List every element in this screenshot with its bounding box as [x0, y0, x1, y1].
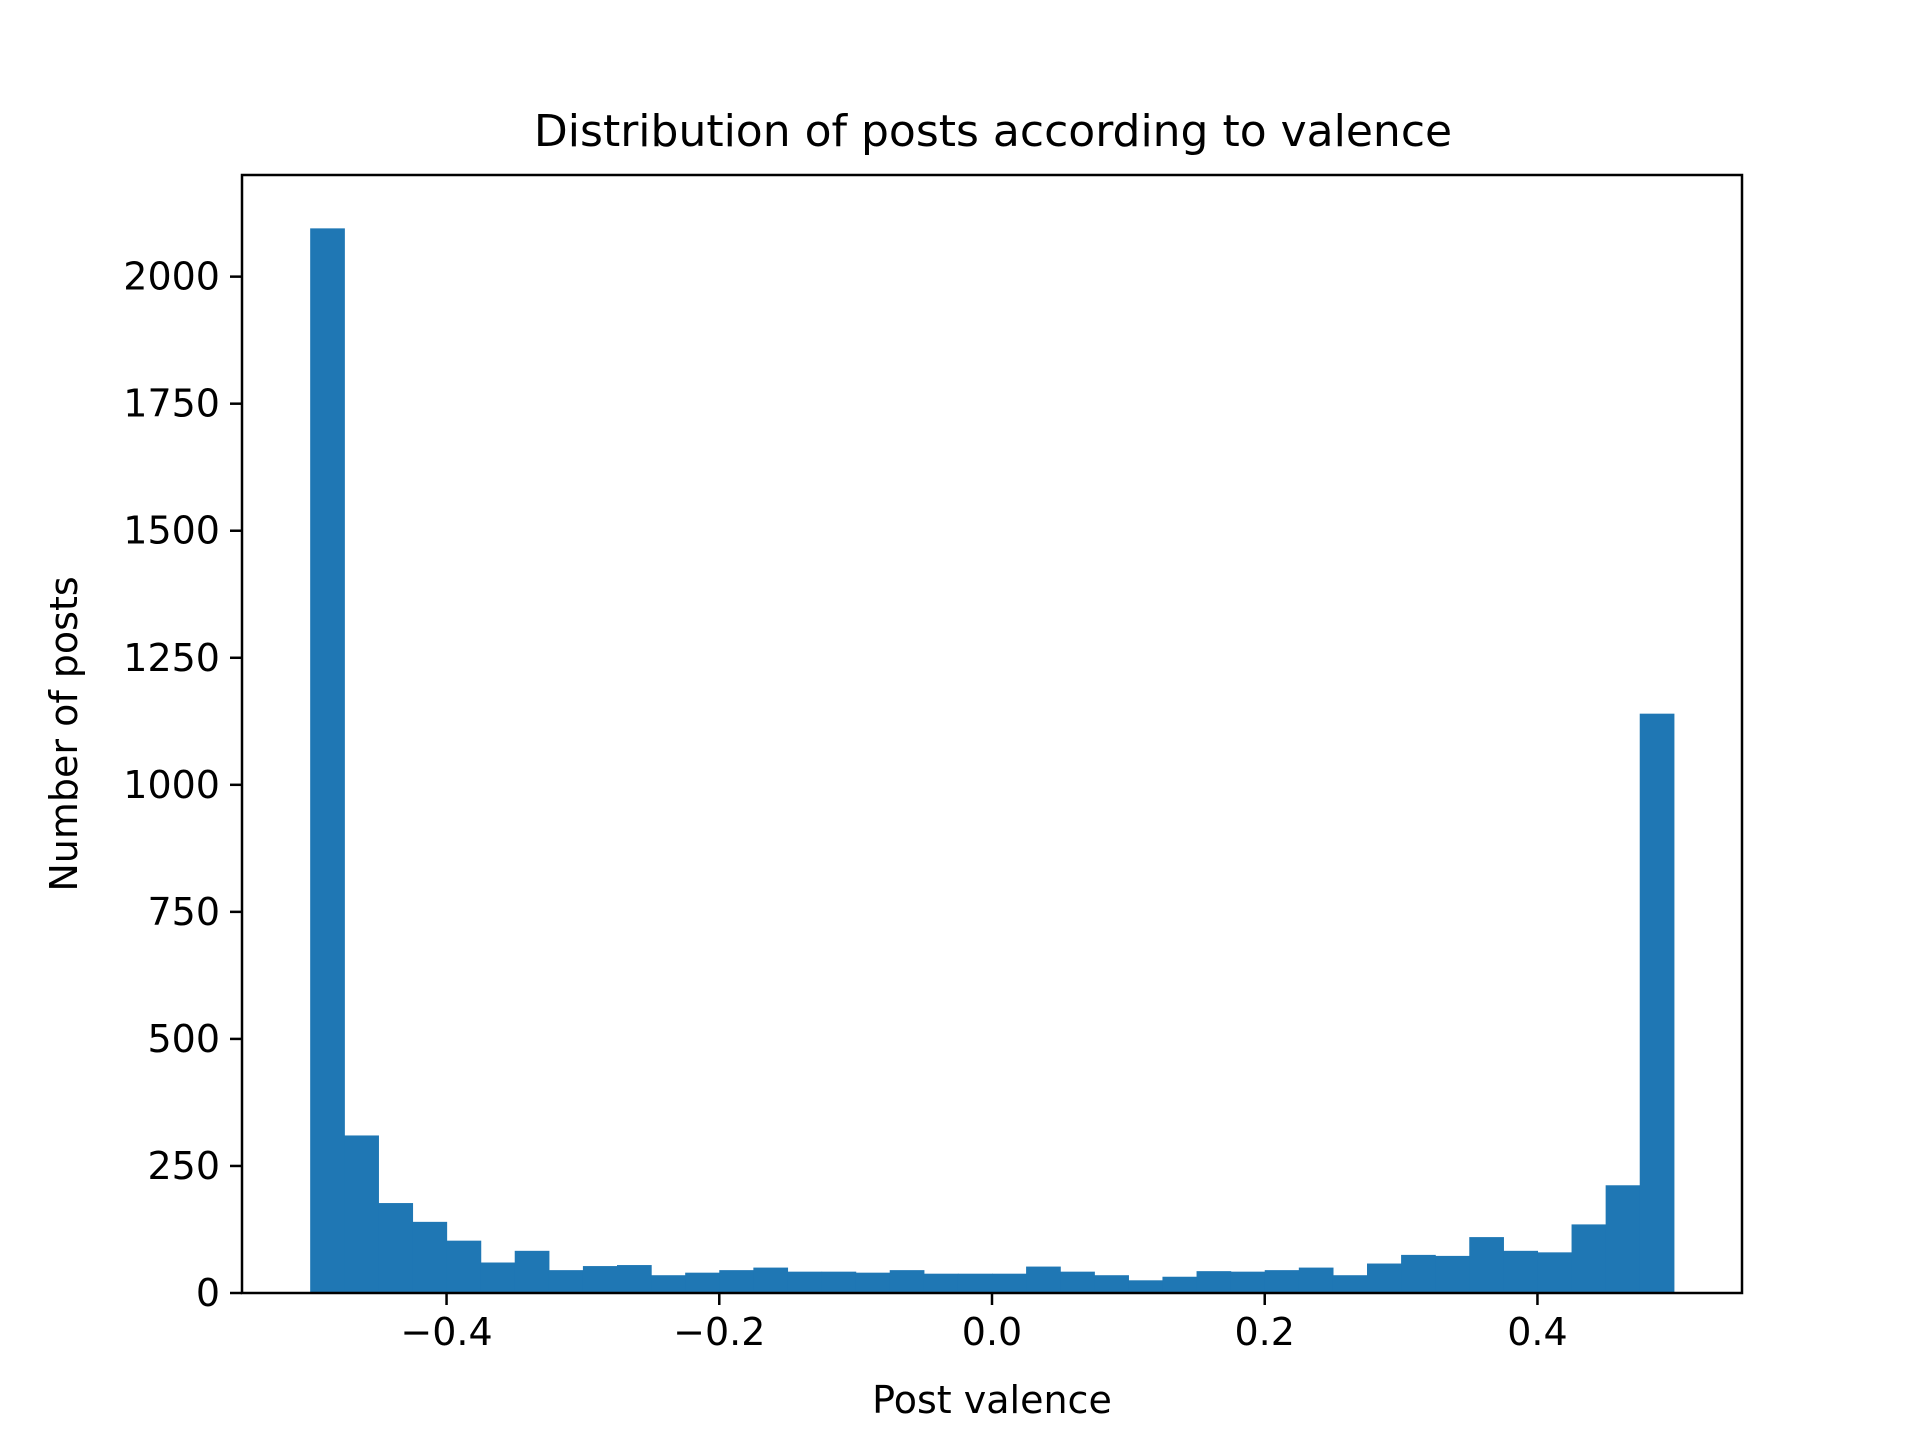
y-tick-label: 2000	[123, 255, 220, 299]
histogram-bar	[992, 1273, 1027, 1293]
histogram-bar	[753, 1267, 789, 1293]
histogram-bar	[821, 1271, 857, 1293]
histogram-bar	[855, 1272, 891, 1293]
y-tick-label: 1500	[123, 509, 220, 553]
histogram-bar	[1128, 1280, 1164, 1293]
histogram-bar	[1503, 1250, 1539, 1293]
histogram-bar	[957, 1273, 993, 1293]
histogram-bar	[344, 1135, 379, 1293]
x-tick-label: −0.2	[673, 1310, 765, 1354]
histogram-bar	[889, 1270, 925, 1293]
histogram-bar	[1605, 1185, 1641, 1293]
chart-title: Distribution of posts according to valen…	[534, 106, 1452, 157]
histogram-bar	[582, 1266, 618, 1293]
histogram-bar	[1332, 1275, 1368, 1293]
bars-layer	[310, 228, 1675, 1294]
y-tick-label: 1250	[123, 636, 220, 680]
histogram-bar	[1571, 1224, 1607, 1293]
y-tick-label: 250	[147, 1144, 220, 1188]
histogram-bar	[1435, 1255, 1470, 1293]
x-axis-label: Post valence	[872, 1378, 1112, 1422]
histogram-bar	[1298, 1267, 1334, 1293]
histogram-bar	[480, 1262, 516, 1293]
y-tick-label: 1750	[123, 382, 220, 426]
y-tick-label: 750	[147, 890, 220, 934]
histogram-bar	[719, 1270, 754, 1293]
histogram-bar	[1367, 1263, 1402, 1293]
plot-area-frame	[240, 173, 1744, 1295]
x-tick-label: 0.0	[962, 1310, 1022, 1354]
histogram-bar	[514, 1250, 550, 1293]
histogram-bar	[685, 1272, 720, 1293]
histogram-bar	[651, 1275, 686, 1293]
x-tick-label: 0.2	[1235, 1310, 1295, 1354]
histogram-bar	[310, 228, 345, 1294]
y-tick-label: 500	[147, 1017, 220, 1061]
histogram-bar	[1196, 1271, 1232, 1293]
histogram-bar	[1537, 1252, 1573, 1293]
histogram-bar	[923, 1273, 959, 1293]
histogram-bar	[787, 1271, 823, 1293]
y-axis-ticks: 0 250 500 750 1000 1250 1500 1750 2000	[123, 255, 242, 1315]
histogram-bar	[1264, 1270, 1300, 1293]
histogram-bar	[1094, 1275, 1129, 1293]
histogram-bar	[378, 1203, 414, 1293]
histogram-bar	[548, 1270, 584, 1293]
x-tick-label: −0.4	[400, 1310, 492, 1354]
histogram-bar	[1060, 1271, 1095, 1293]
y-tick-label: 1000	[123, 763, 220, 807]
x-axis-ticks: −0.4 −0.2 0.0 0.2 0.4	[400, 1293, 1568, 1354]
histogram-bar	[412, 1221, 448, 1293]
histogram-bar	[1469, 1237, 1504, 1293]
histogram-bar	[1230, 1271, 1266, 1293]
histogram-bar	[446, 1240, 482, 1293]
y-tick-label: 0	[196, 1271, 220, 1315]
histogram-bar	[1639, 713, 1675, 1293]
histogram-bar	[1026, 1266, 1061, 1293]
histogram-bar	[1401, 1254, 1436, 1293]
histogram-bar	[1162, 1276, 1198, 1293]
histogram-bar	[617, 1265, 652, 1293]
y-axis-label: Number of posts	[42, 576, 86, 891]
x-tick-label: 0.4	[1507, 1310, 1567, 1354]
